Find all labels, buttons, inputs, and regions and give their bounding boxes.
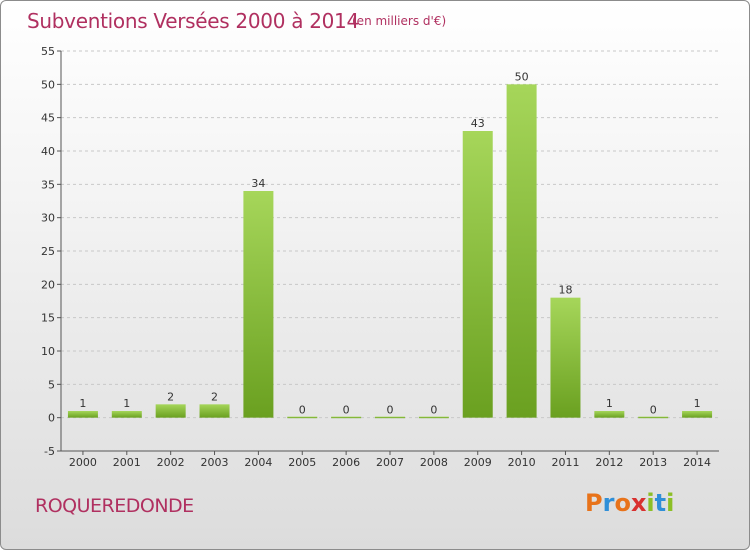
chart-title: Subventions Versées 2000 à 2014 [27,9,359,33]
data-label-2008: 0 [430,404,437,417]
x-tick-label-2001: 2001 [113,456,141,469]
data-label-2006: 0 [343,404,350,417]
y-tick-labels: -5 0 5 10 15 20 25 30 35 40 45 50 55 [41,45,55,458]
y-tick-label: 10 [41,345,55,358]
data-label-2004: 34 [251,177,265,190]
logo-letter: i [646,489,655,517]
bar-2000 [67,411,98,418]
data-label-2007: 0 [387,404,394,417]
y-tick-label: 0 [48,412,55,425]
y-tick-label: 55 [41,45,55,58]
x-tick-labels: 2000 2001 2002 2003 2004 2005 2006 2007 2008 2009… [69,456,711,469]
x-tick-label-2011: 2011 [551,456,579,469]
data-label-2011: 18 [558,284,572,297]
bar-2013 [638,416,669,419]
x-tick-label-2009: 2009 [464,456,492,469]
logo-letter: i [666,489,675,517]
bar-2006 [331,416,362,419]
x-tick-label-2012: 2012 [595,456,623,469]
bar-2002 [155,404,186,418]
axes [57,50,719,455]
bar-2003 [199,404,230,418]
data-labels: 1 1 2 2 34 0 0 0 0 43 50 18 1 0 1 [79,70,700,416]
y-tick-label: 5 [48,378,55,391]
data-label-2005: 0 [299,404,306,417]
x-tick-label-2000: 2000 [69,456,97,469]
y-tick-label: 30 [41,212,55,225]
logo-letter: t [654,489,667,517]
data-label-2012: 1 [606,397,613,410]
y-tick-label: 45 [41,112,55,125]
bar-2001 [111,411,142,418]
logo-letter: P [585,489,603,517]
y-tick-label: 50 [41,78,55,91]
bar-2005 [287,416,318,419]
unit-note: (en milliers d'€) [352,14,447,28]
x-tick-label-2010: 2010 [508,456,536,469]
y-tick-label: 15 [41,312,55,325]
bar-2004 [243,191,274,418]
bar-2010 [506,84,537,418]
bar-2008 [418,416,449,419]
logo-letter: r [602,489,615,517]
data-label-2013: 0 [650,404,657,417]
y-tick-label: 40 [41,145,55,158]
x-tick-label-2007: 2007 [376,456,404,469]
x-tick-label-2005: 2005 [288,456,316,469]
y-tick-label: 25 [41,245,55,258]
x-tick-label-2003: 2003 [201,456,229,469]
data-label-2010: 50 [515,70,529,83]
y-tick-label: 35 [41,178,55,191]
bar-2007 [375,416,405,419]
bars [67,84,713,419]
logo-letter: o [614,489,631,517]
x-tick-label-2014: 2014 [683,456,711,469]
x-tick-label-2006: 2006 [332,456,360,469]
data-label-2003: 2 [211,390,218,403]
data-label-2002: 2 [167,390,174,403]
data-label-2014: 1 [694,397,701,410]
data-label-2001: 1 [123,397,130,410]
grid-lines [61,50,719,452]
data-label-2000: 1 [79,397,86,410]
bar-2011 [550,297,581,418]
commune-name: ROQUEREDONDE [35,495,194,517]
bar-2009 [462,131,493,418]
y-tick-label: -5 [44,445,55,458]
logo-letter: x [630,489,647,517]
bar-2014 [682,411,713,418]
x-tick-label-2013: 2013 [639,456,667,469]
bar-2012 [594,411,625,418]
x-tick-label-2008: 2008 [420,456,448,469]
x-tick-label-2004: 2004 [244,456,272,469]
y-tick-label: 20 [41,278,55,291]
x-tick-label-2002: 2002 [157,456,185,469]
data-label-2009: 43 [471,117,485,130]
proxiti-logo[interactable]: Proxiti [585,489,674,517]
